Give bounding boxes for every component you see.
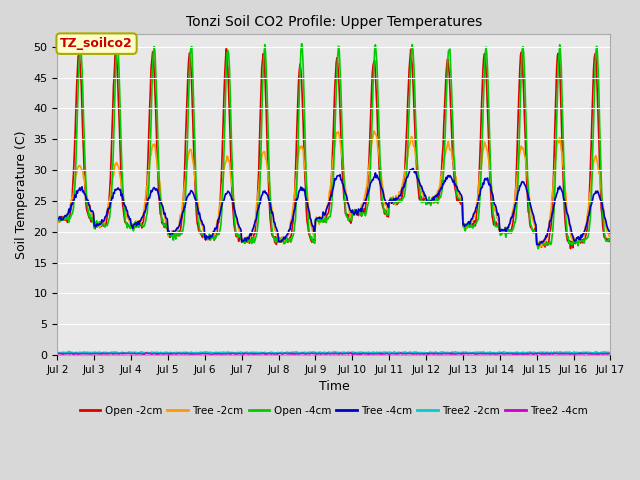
X-axis label: Time: Time — [319, 380, 349, 393]
Title: Tonzi Soil CO2 Profile: Upper Temperatures: Tonzi Soil CO2 Profile: Upper Temperatur… — [186, 15, 482, 29]
Text: TZ_soilco2: TZ_soilco2 — [60, 37, 133, 50]
Y-axis label: Soil Temperature (C): Soil Temperature (C) — [15, 131, 28, 259]
Legend: Open -2cm, Tree -2cm, Open -4cm, Tree -4cm, Tree2 -2cm, Tree2 -4cm: Open -2cm, Tree -2cm, Open -4cm, Tree -4… — [76, 402, 593, 420]
